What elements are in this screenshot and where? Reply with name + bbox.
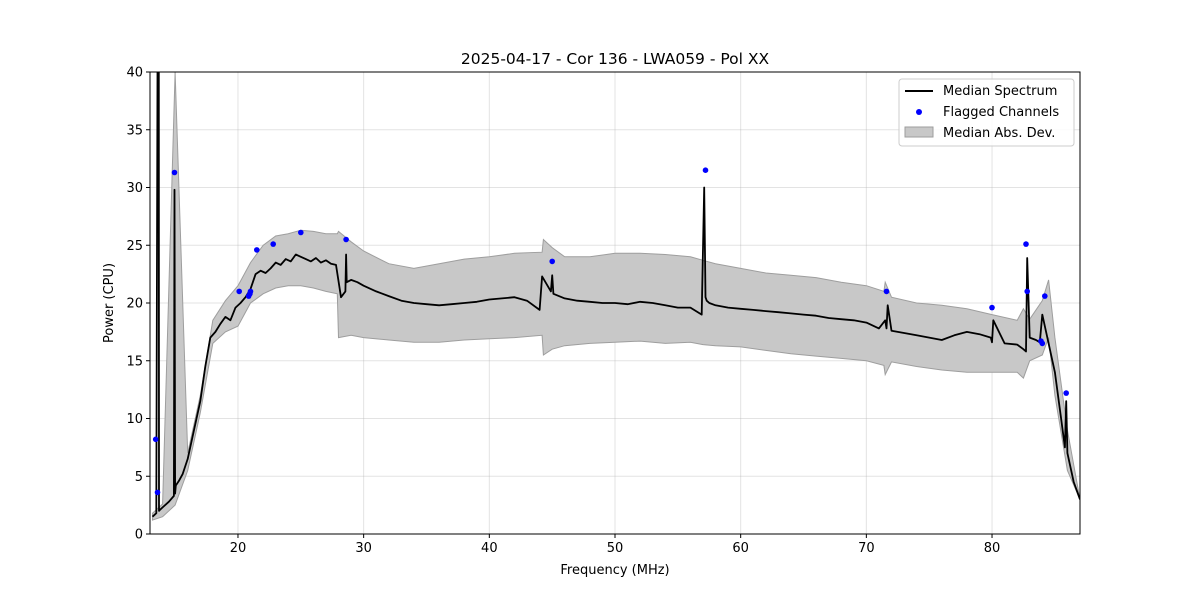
flagged-channel-point (253, 247, 260, 253)
y-tick-label: 15 (126, 354, 143, 369)
x-tick-label: 40 (481, 541, 498, 556)
flagged-channel-point (702, 167, 709, 173)
y-tick-label: 10 (126, 412, 143, 427)
flagged-channel-point (1039, 340, 1046, 347)
flagged-channel-point (1042, 293, 1048, 299)
median-spectrum-line (151, 72, 1080, 518)
flagged-channel-point (343, 236, 349, 243)
flagged-channel-point (1023, 241, 1029, 247)
mad-band (152, 72, 1080, 521)
y-tick-label: 0 (135, 528, 143, 543)
legend-flagged-swatch (916, 109, 922, 115)
x-tick-label: 20 (230, 541, 247, 556)
y-tick-label: 20 (126, 297, 143, 312)
flagged-channel-point (171, 169, 178, 176)
flagged-channel-point (989, 304, 995, 311)
flagged-channel-point (298, 229, 304, 236)
x-tick-label: 50 (607, 541, 624, 556)
flagged-channel-point (883, 288, 890, 295)
flagged-channel-point (549, 258, 555, 265)
flagged-channel-point (270, 241, 277, 247)
y-axis-label: Power (CPU) (102, 263, 117, 343)
y-tick-label: 30 (126, 181, 143, 196)
legend-median-label: Median Spectrum (943, 84, 1057, 99)
legend-mad-label: Median Abs. Dev. (943, 126, 1055, 141)
x-tick-label: 60 (732, 541, 749, 556)
x-tick-label: 80 (984, 541, 1001, 556)
plot-area (151, 72, 1080, 521)
y-tick-label: 35 (126, 123, 143, 138)
chart-title: 2025-04-17 - Cor 136 - LWA059 - Pol XX (461, 50, 770, 68)
y-tick-label: 25 (126, 239, 143, 254)
x-tick-label: 30 (355, 541, 372, 556)
legend: Median Spectrum Flagged Channels Median … (898, 78, 1075, 147)
flagged-channel-point (154, 489, 161, 496)
flagged-channel-point (152, 436, 159, 443)
flagged-channel-point (247, 288, 254, 295)
x-tick-label: 70 (858, 541, 875, 556)
flagged-channel-point (236, 288, 242, 295)
flagged-channel-point (1024, 288, 1030, 295)
legend-box (898, 78, 1075, 147)
y-tick-label: 40 (126, 66, 143, 81)
flagged-channel-point (1063, 390, 1069, 396)
legend-flagged-label: Flagged Channels (943, 105, 1059, 120)
ticks: 20 30 40 50 60 70 80 0 5 10 15 20 25 30 35 40 (126, 66, 1000, 557)
legend-mad-swatch (904, 126, 934, 138)
y-tick-label: 5 (135, 470, 143, 485)
x-axis-label: Frequency (MHz) (560, 563, 669, 578)
